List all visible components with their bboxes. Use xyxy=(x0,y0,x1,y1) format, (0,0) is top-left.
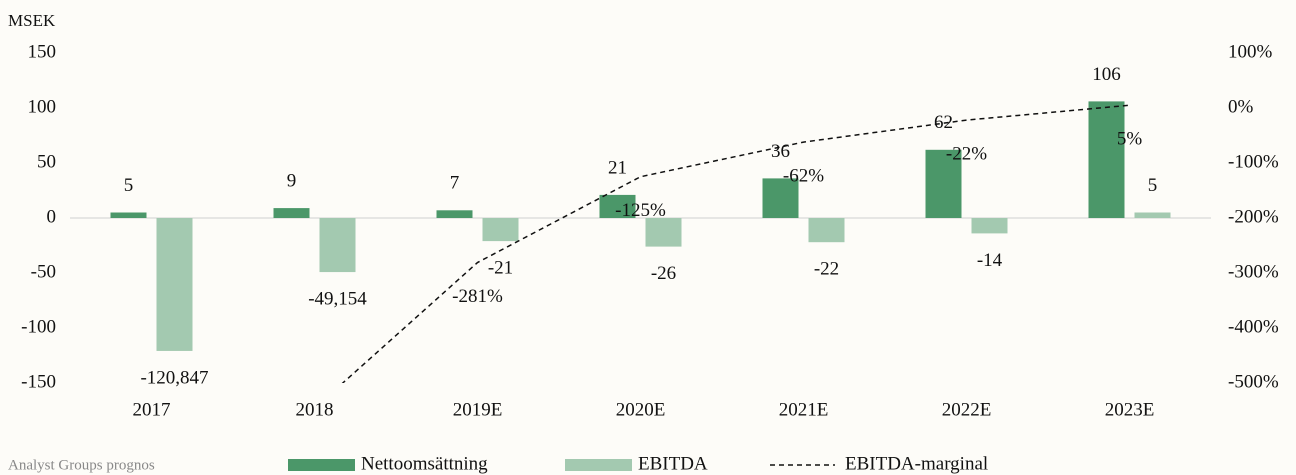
y-tick-label: 0 xyxy=(47,206,57,227)
x-tick-label: 2017 xyxy=(133,399,171,420)
line-label: -125% xyxy=(615,200,666,221)
data-label: -26 xyxy=(651,263,676,284)
y2-tick-label: -100% xyxy=(1228,151,1279,172)
bar xyxy=(436,210,473,218)
line-label: 5% xyxy=(1117,129,1143,150)
bar xyxy=(971,218,1008,234)
bar xyxy=(273,208,310,218)
data-label: 7 xyxy=(450,173,460,194)
data-label: 36 xyxy=(771,141,790,162)
line-label: -62% xyxy=(783,165,824,186)
bar xyxy=(599,194,636,218)
y-tick-label: -50 xyxy=(31,261,56,282)
legend-label: EBITDA xyxy=(638,453,708,474)
data-label: -14 xyxy=(977,250,1003,271)
bar xyxy=(645,218,682,247)
x-tick-label: 2018 xyxy=(296,399,334,420)
bar xyxy=(110,212,147,218)
y2-tick-label: -200% xyxy=(1228,206,1279,227)
y-tick-label: -150 xyxy=(21,371,56,392)
legend-swatch xyxy=(288,459,355,471)
y-tick-label: -100 xyxy=(21,316,56,337)
bar xyxy=(925,149,962,218)
x-tick-label: 2019E xyxy=(453,399,503,420)
line-label: -281% xyxy=(452,286,503,307)
data-label: 21 xyxy=(608,157,627,178)
bar xyxy=(762,178,799,218)
source-note: Analyst Groups prognos xyxy=(8,457,155,473)
data-label: 106 xyxy=(1092,64,1121,85)
data-label: 5 xyxy=(124,175,134,196)
x-tick-label: 2023E xyxy=(1105,399,1155,420)
line xyxy=(341,104,1130,383)
y-tick-label: 100 xyxy=(28,96,57,117)
bar xyxy=(319,218,356,273)
y2-tick-label: 100% xyxy=(1228,41,1273,62)
data-label: 5 xyxy=(1148,175,1158,196)
y-axis-label: MSEK xyxy=(8,11,56,30)
data-label: -49,154 xyxy=(308,288,367,309)
y2-tick-label: -400% xyxy=(1228,316,1279,337)
bar xyxy=(808,218,845,243)
x-tick-label: 2022E xyxy=(942,399,992,420)
x-tick-label: 2020E xyxy=(616,399,666,420)
legend-label: EBITDA-marginal xyxy=(845,453,988,474)
data-label: 62 xyxy=(934,112,953,133)
line-label: -22% xyxy=(946,143,987,164)
legend-swatch xyxy=(565,459,632,471)
data-label: -120,847 xyxy=(140,367,208,388)
bar xyxy=(1134,212,1171,218)
data-label: 9 xyxy=(287,170,297,191)
y2-tick-label: 0% xyxy=(1228,96,1254,117)
bar xyxy=(156,218,193,351)
legend-label: Nettoomsättning xyxy=(361,453,488,474)
y2-tick-label: -300% xyxy=(1228,261,1279,282)
data-label: -21 xyxy=(488,257,513,278)
y2-tick-label: -500% xyxy=(1228,371,1279,392)
bar xyxy=(482,218,519,242)
y-tick-label: 150 xyxy=(28,41,57,62)
bar xyxy=(1088,101,1125,218)
y-tick-label: 50 xyxy=(37,151,56,172)
data-label: -22 xyxy=(814,259,839,280)
x-tick-label: 2021E xyxy=(779,399,829,420)
